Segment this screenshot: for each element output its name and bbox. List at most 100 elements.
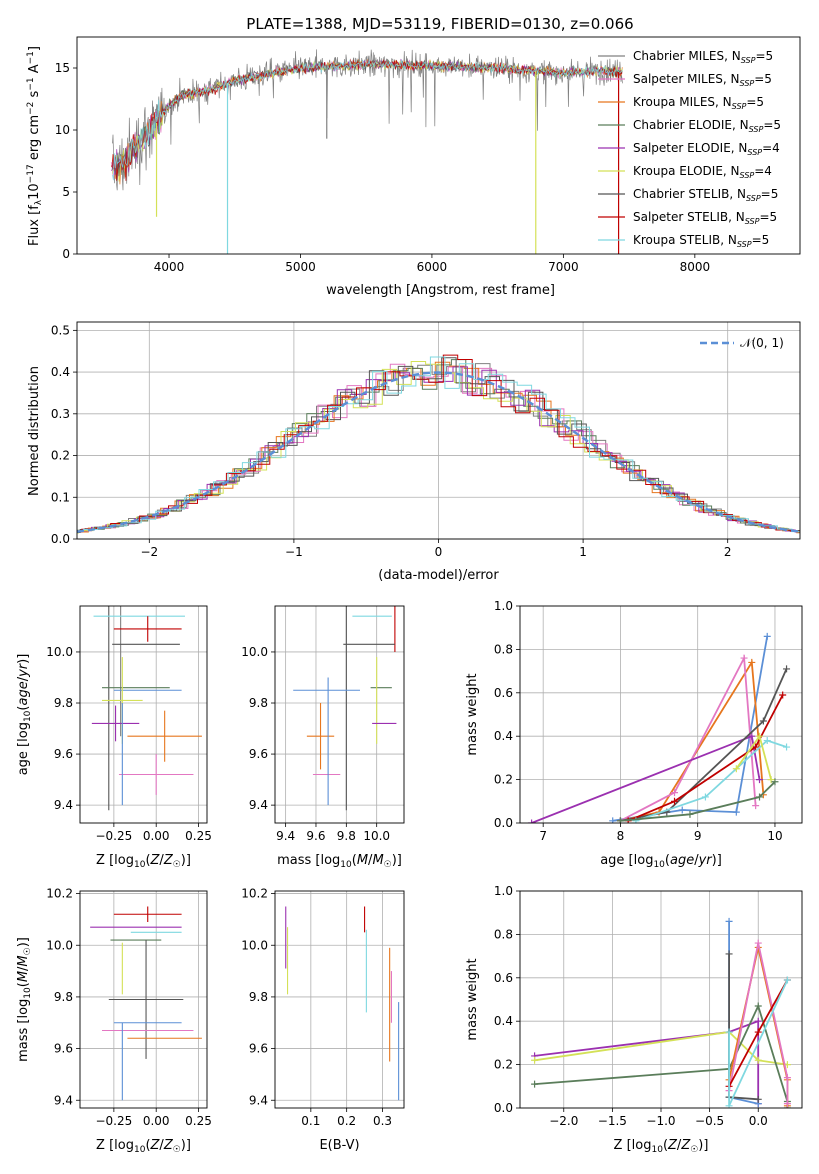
x-tick-label: 5000 [285, 260, 316, 274]
x-tick-label: 9.6 [306, 829, 325, 843]
plus-marker [725, 917, 733, 925]
y-tick-label: 10.2 [241, 887, 268, 901]
plus-marker [763, 737, 771, 745]
y-tick-label: 0.6 [494, 686, 513, 700]
x-tick-label: 6000 [417, 260, 448, 274]
plot-frame [76, 36, 801, 255]
x-tick-label: 2 [724, 545, 732, 559]
y-tick-label: 5 [62, 185, 70, 199]
y-tick-label: 10.0 [46, 645, 73, 659]
plus-marker [725, 950, 733, 958]
y-tick-label: 0.5 [51, 323, 70, 337]
x-tick-label: −1.5 [598, 1114, 627, 1128]
axes: 9.4 9.6 9.8 10.0 9.4 9.6 9.8 10.0 [241, 606, 404, 843]
weight-series [609, 632, 771, 823]
plot-frame [274, 605, 405, 824]
x-axis-label: E(B-V) [319, 1138, 359, 1153]
plus-marker [678, 806, 686, 814]
plus-marker [754, 1017, 762, 1025]
errorbar-point [306, 703, 335, 770]
weight-line [534, 1019, 760, 1104]
x-tick-label: 4000 [154, 260, 185, 274]
y-axis-label: mass [log10(M/M☉)] [16, 937, 33, 1062]
x-tick-label: 0.00 [143, 829, 170, 843]
legend: 𝒩(0, 1) [700, 336, 784, 350]
plus-marker [756, 732, 764, 740]
age-vs-metallicity-panel: −0.25 0.00 0.25 9.4 9.6 9.8 10.0 Z [log10(Z/Z☉)… [16, 605, 212, 870]
y-tick-label: 9.6 [54, 1042, 73, 1056]
axes: −2 −1 0 1 2 0.0 0.1 0.2 0.3 0.4 0.5 [51, 322, 800, 559]
plot-frame [519, 890, 803, 1109]
plot-frame [79, 605, 208, 824]
figure-title: PLATE=1388, MJD=53119, FIBERID=0130, z=0… [246, 15, 633, 33]
plus-marker [616, 817, 624, 823]
y-axis-label: mass weight [465, 673, 480, 755]
x-axis-label: (data-model)/error [378, 568, 499, 583]
x-tick-label: 9.4 [276, 829, 295, 843]
weight-line [627, 694, 784, 822]
y-tick-label: 0.4 [494, 729, 513, 743]
y-tick-label: 0.4 [494, 1014, 513, 1028]
x-axis-label: Z [log10(Z/Z☉)] [614, 1138, 709, 1155]
y-tick-label: 0.3 [51, 407, 70, 421]
y-tick-label: 0.0 [494, 1101, 513, 1115]
x-tick-label: −2 [140, 545, 158, 559]
weight-series [616, 778, 779, 823]
x-tick-label: −1 [285, 545, 303, 559]
y-axis-label: Normed distribution [27, 366, 42, 496]
plus-marker [756, 793, 764, 801]
y-tick-label: 9.8 [249, 696, 268, 710]
y-tick-label: 0.2 [494, 773, 513, 787]
plus-marker [531, 1080, 539, 1088]
legend: Chabrier MILES, NSSP=5 Salpeter MILES, NS… [598, 49, 781, 249]
errorbar-point [91, 705, 140, 742]
plus-marker [609, 817, 617, 823]
axes: −0.25 0.00 0.25 9.4 9.6 9.8 10.0 [46, 606, 212, 843]
x-tick-label: 0.1 [301, 1114, 320, 1128]
errorbar-point [127, 710, 202, 762]
x-tick-label: 7000 [548, 260, 579, 274]
plus-marker [752, 802, 760, 810]
weight-line [619, 654, 757, 822]
y-tick-label: 1.0 [494, 884, 513, 898]
x-tick-label: 10.0 [363, 829, 390, 843]
y-tick-label: 15 [55, 61, 70, 75]
weight-series [528, 732, 764, 823]
y-tick-label: 0.6 [494, 971, 513, 985]
x-tick-label: 0.3 [373, 1114, 392, 1128]
y-tick-label: 9.4 [54, 798, 73, 812]
plus-marker [754, 1095, 762, 1103]
plus-marker [754, 1002, 762, 1010]
legend-label: Kroupa STELIB, NSSP=5 [633, 233, 769, 249]
y-tick-label: 10.0 [46, 938, 73, 952]
plus-marker [783, 976, 791, 984]
x-tick-label: 0 [435, 545, 443, 559]
y-tick-label: 0.0 [51, 532, 70, 546]
y-tick-label: 0.8 [494, 927, 513, 941]
weight-vs-metallicity-panel: −2.0 −1.5 −1.0 −0.5 0.0 0.0 0.2 0.4 0.6 0.8 1.0 Z [… [465, 884, 803, 1155]
x-tick-label: −0.5 [695, 1114, 724, 1128]
spectrum-panel: 4000 5000 6000 7000 8000 0 5 10 15 Chabrier MILES… [26, 36, 801, 298]
errorbar-point [113, 906, 182, 922]
plus-marker [732, 765, 740, 773]
spectrum-line [112, 59, 623, 181]
x-axis-label: age [log10(age/yr)] [600, 853, 722, 870]
weight-series [624, 691, 787, 823]
y-tick-label: 9.6 [54, 747, 73, 761]
y-tick-label: 0.0 [494, 816, 513, 830]
y-tick-label: 0.2 [51, 449, 70, 463]
plus-marker [779, 691, 787, 699]
x-tick-label: −2.0 [549, 1114, 578, 1128]
weight-line [620, 781, 776, 822]
histogram-step [77, 363, 800, 533]
x-tick-label: −0.25 [95, 1114, 132, 1128]
x-tick-label: 1 [579, 545, 587, 559]
y-tick-label: 0.8 [494, 642, 513, 656]
plus-marker [740, 654, 748, 662]
plus-marker [748, 658, 756, 666]
plus-marker [701, 793, 709, 801]
legend-label: Salpeter MILES, NSSP=5 [633, 72, 772, 88]
y-tick-label: 0.1 [51, 490, 70, 504]
plus-marker [756, 776, 764, 784]
plus-marker [671, 789, 679, 797]
